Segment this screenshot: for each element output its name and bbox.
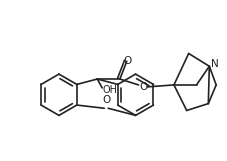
Text: OH: OH — [102, 85, 117, 95]
Text: O: O — [139, 82, 148, 92]
Text: O: O — [102, 95, 110, 105]
Text: O: O — [124, 56, 132, 66]
Text: N: N — [211, 59, 219, 69]
